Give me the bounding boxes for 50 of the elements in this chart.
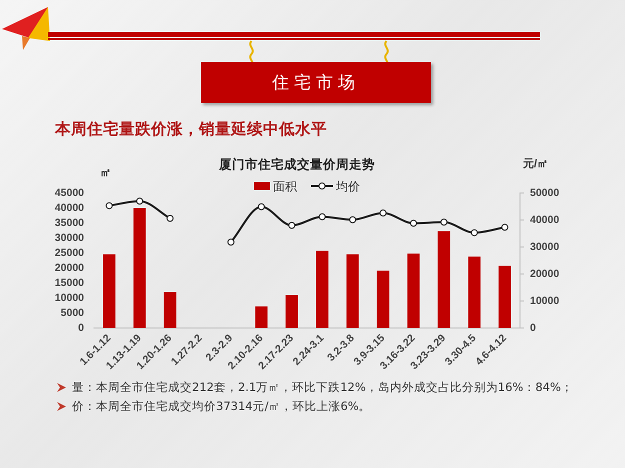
- y-tick-label: 10000: [54, 292, 84, 304]
- bar: [468, 256, 481, 328]
- y-tick-label: 25000: [54, 246, 84, 259]
- y-tick-label: 40000: [54, 202, 84, 214]
- point: [288, 222, 296, 229]
- y-axis-title: ㎡: [100, 167, 111, 180]
- text: 量：本周全市住宅成交212套，2.1万㎡，环比下跌12%，岛内外成交占比分别为16%：84%；: [72, 380, 573, 394]
- y2-tick-label: 20000: [530, 268, 560, 280]
- text: 价：本周全市住宅成交均价37314元/㎡，环比上涨6%。: [72, 399, 371, 413]
- y-tick-label: 35000: [54, 216, 84, 229]
- bar: [103, 254, 116, 328]
- bar: [407, 254, 420, 328]
- bar: [255, 306, 268, 328]
- chart-title: 厦门市住宅成交量价周走势: [218, 156, 375, 172]
- banner: 住宅市场: [201, 62, 431, 103]
- y2-tick-label: 40000: [530, 214, 560, 226]
- y2-axis-title: 元/㎡: [522, 158, 548, 170]
- y-tick-label: 20000: [54, 262, 84, 274]
- legend-label: 面积: [273, 179, 297, 194]
- point: [410, 220, 417, 227]
- bar: [164, 292, 176, 328]
- point: [106, 202, 113, 210]
- chart-subtitle: 本周住宅量跌价涨，销量延续中低水平: [55, 120, 327, 139]
- bar: [376, 270, 390, 328]
- legend-label: 均价: [335, 179, 360, 194]
- y-tick-label: 0: [78, 322, 84, 334]
- point: [440, 218, 448, 226]
- bar: [133, 208, 146, 328]
- point: [258, 203, 265, 210]
- y-tick-label: 45000: [54, 186, 84, 199]
- point: [349, 216, 356, 224]
- point: [318, 213, 326, 220]
- point: [501, 224, 508, 231]
- y2-tick-label: 30000: [530, 240, 560, 253]
- y2-tick-label: 0: [530, 322, 536, 334]
- y-tick-label: 30000: [54, 232, 84, 244]
- bar: [438, 231, 450, 328]
- point: [227, 238, 234, 246]
- point: [470, 229, 478, 236]
- point: [166, 214, 174, 222]
- bar: [316, 250, 328, 328]
- bar: [498, 266, 511, 328]
- y-tick-label: 5000: [60, 306, 84, 319]
- point: [380, 209, 387, 216]
- bar: [346, 254, 359, 328]
- bar: [286, 295, 298, 328]
- y2-tick-label: 10000: [530, 294, 560, 307]
- y-tick-label: 15000: [54, 276, 84, 289]
- point: [136, 198, 144, 205]
- y2-tick-label: 50000: [530, 186, 560, 199]
